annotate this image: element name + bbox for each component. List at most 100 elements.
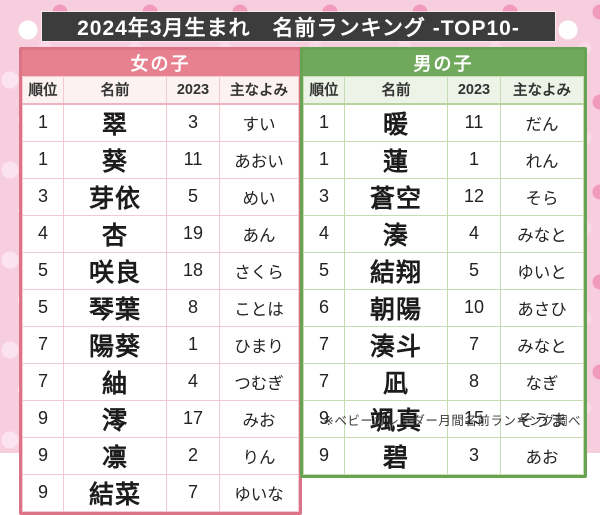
cell-name: 湊 <box>344 214 448 253</box>
column-header-row: 順位 名前 2023 主なよみ <box>22 76 299 105</box>
cell-prev: 4 <box>447 214 501 253</box>
cell-prev: 8 <box>166 288 220 327</box>
cell-reading: ことは <box>219 288 299 327</box>
cell-prev: 4 <box>166 362 220 401</box>
column-header-reading: 主なよみ <box>219 76 299 105</box>
column-header-rank: 順位 <box>22 76 64 105</box>
cell-name: 翠 <box>63 103 167 142</box>
cell-name: 杏 <box>63 214 167 253</box>
girls-table: 順位 名前 2023 主なよみ 1 翠 3 すい 1 葵 11 あおい 3 芽依 5 めい 4 杏 19 あん… <box>22 76 299 512</box>
column-header-name: 名前 <box>63 76 167 105</box>
cell-name: 芽依 <box>63 177 167 216</box>
cell-rank: 7 <box>22 362 64 401</box>
cell-rank: 7 <box>22 325 64 364</box>
cell-reading: あさひ <box>500 288 584 327</box>
column-header-rank: 順位 <box>303 76 345 105</box>
cell-rank: 3 <box>303 177 345 216</box>
column-header-row: 順位 名前 2023 主なよみ <box>303 76 584 105</box>
girls-table-title: 女の子 <box>130 54 191 74</box>
girls-table-header: 女の子 <box>22 50 299 76</box>
cell-name: 結菜 <box>63 473 167 512</box>
cell-reading: みなと <box>500 214 584 253</box>
cell-prev: 5 <box>166 177 220 216</box>
girls-ranking-table: 女の子 順位 名前 2023 主なよみ 1 翠 3 すい 1 葵 11 あおい 3 芽依 5 めい 4 杏… <box>19 47 302 515</box>
cell-rank: 1 <box>303 103 345 142</box>
cell-rank: 5 <box>22 251 64 290</box>
cell-prev: 2 <box>166 436 220 475</box>
table-row: 4 湊 4 みなと <box>303 214 584 253</box>
cell-reading: あおい <box>219 140 299 179</box>
table-row: 1 葵 11 あおい <box>22 140 299 179</box>
table-row: 9 結菜 7 ゆいな <box>22 473 299 512</box>
cell-name: 葵 <box>63 140 167 179</box>
table-row: 5 結翔 5 ゆいと <box>303 251 584 290</box>
cell-name: 湊斗 <box>344 325 448 364</box>
cell-reading: みお <box>219 399 299 438</box>
cell-prev: 10 <box>447 288 501 327</box>
girls-table-head: 順位 名前 2023 主なよみ <box>22 76 299 105</box>
cell-reading: つむぎ <box>219 362 299 401</box>
page-title: 2024年3月生まれ 名前ランキング -TOP10- <box>77 16 520 40</box>
cell-reading: みなと <box>500 325 584 364</box>
cell-rank: 6 <box>303 288 345 327</box>
cell-reading: そうま <box>500 399 584 438</box>
boys-table-header: 男の子 <box>303 50 584 76</box>
cell-prev: 7 <box>166 473 220 512</box>
cell-reading: なぎ <box>500 362 584 401</box>
cell-name: 琴葉 <box>63 288 167 327</box>
cell-name: 蒼空 <box>344 177 448 216</box>
cell-name: 咲良 <box>63 251 167 290</box>
cell-prev: 1 <box>166 325 220 364</box>
title-bar: 2024年3月生まれ 名前ランキング -TOP10- <box>42 12 555 41</box>
cell-name: 陽葵 <box>63 325 167 364</box>
cell-prev: 3 <box>166 103 220 142</box>
cell-rank: 1 <box>22 140 64 179</box>
cell-name: 紬 <box>63 362 167 401</box>
cell-prev: 11 <box>447 103 501 142</box>
cell-name: 凛 <box>63 436 167 475</box>
cell-prev: 8 <box>447 362 501 401</box>
table-row: 7 陽葵 1 ひまり <box>22 325 299 364</box>
table-row: 9 澪 17 みお <box>22 399 299 438</box>
cell-reading: ゆいな <box>219 473 299 512</box>
table-row: 9 颯真 15 そうま <box>303 399 584 438</box>
table-row: 7 凪 8 なぎ <box>303 362 584 401</box>
cell-reading: れん <box>500 140 584 179</box>
cell-reading: そら <box>500 177 584 216</box>
table-row: 6 朝陽 10 あさひ <box>303 288 584 327</box>
table-row: 9 凛 2 りん <box>22 436 299 475</box>
cell-name: 碧 <box>344 436 448 475</box>
cell-prev: 12 <box>447 177 501 216</box>
cell-prev: 3 <box>447 436 501 475</box>
cell-reading: りん <box>219 436 299 475</box>
column-header-name: 名前 <box>344 76 448 105</box>
cell-prev: 19 <box>166 214 220 253</box>
cell-reading: あお <box>500 436 584 475</box>
column-header-reading: 主なよみ <box>500 76 584 105</box>
cell-reading: さくら <box>219 251 299 290</box>
table-row: 1 暖 11 だん <box>303 103 584 142</box>
table-row: 9 碧 3 あお <box>303 436 584 475</box>
cell-rank: 9 <box>303 436 345 475</box>
table-row: 7 湊斗 7 みなと <box>303 325 584 364</box>
cell-name: 結翔 <box>344 251 448 290</box>
cell-prev: 17 <box>166 399 220 438</box>
source-note: ※ベビーカレンダー月間名前ランキング調べ <box>323 414 581 428</box>
boys-table-head: 順位 名前 2023 主なよみ <box>303 76 584 105</box>
cell-rank: 9 <box>22 399 64 438</box>
girls-table-body: 1 翠 3 すい 1 葵 11 あおい 3 芽依 5 めい 4 杏 19 あん 5 咲良 18 さくら 5 琴葉 8 ことは 7… <box>22 103 299 512</box>
cell-reading: ひまり <box>219 325 299 364</box>
table-row: 1 蓮 1 れん <box>303 140 584 179</box>
table-row: 5 咲良 18 さくら <box>22 251 299 290</box>
cell-prev: 1 <box>447 140 501 179</box>
cell-name: 澪 <box>63 399 167 438</box>
cell-rank: 1 <box>303 140 345 179</box>
table-row: 3 芽依 5 めい <box>22 177 299 216</box>
cell-rank: 4 <box>22 214 64 253</box>
cell-rank: 7 <box>303 362 345 401</box>
boys-table-title: 男の子 <box>413 54 474 74</box>
cell-rank: 1 <box>22 103 64 142</box>
cell-name: 凪 <box>344 362 448 401</box>
cell-prev: 5 <box>447 251 501 290</box>
